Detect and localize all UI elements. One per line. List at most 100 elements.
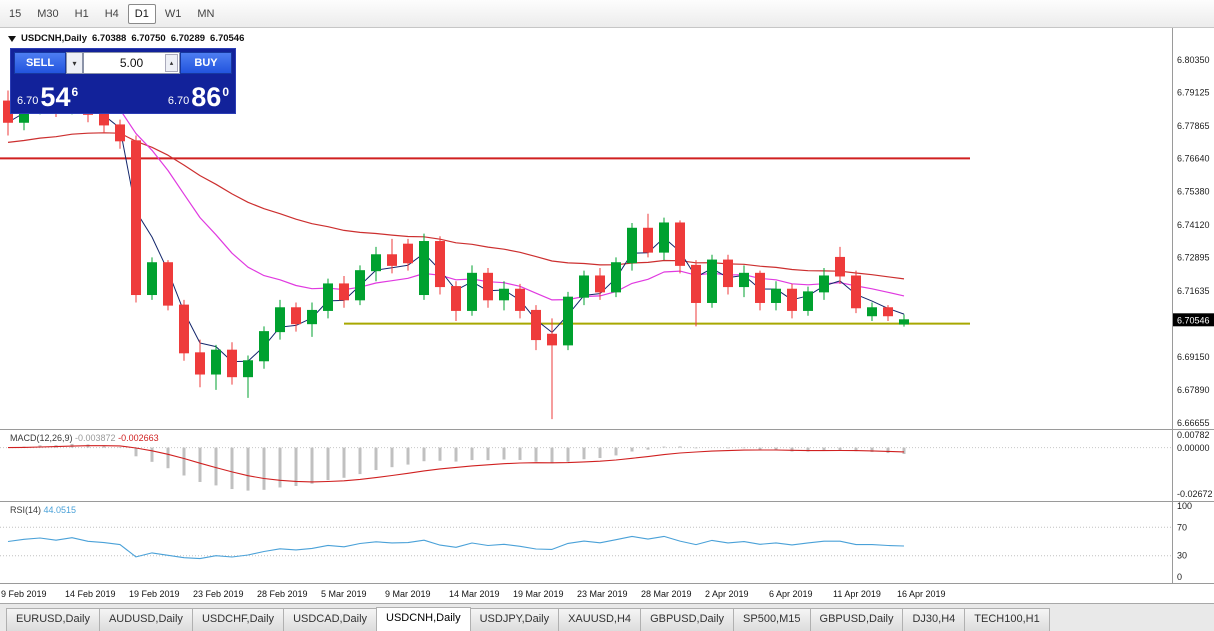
price-tick-label: 6.72895 [1177, 253, 1210, 263]
date-label: 23 Feb 2019 [193, 589, 244, 599]
chart-tab-audusd-daily[interactable]: AUDUSD,Daily [98, 608, 193, 631]
candle [867, 307, 877, 317]
candle [227, 349, 237, 378]
candle [451, 286, 461, 311]
date-label: 2 Apr 2019 [705, 589, 749, 599]
sell-price-display[interactable]: 6.70 54 6 [14, 77, 81, 112]
chart-tab-xauusd-h4[interactable]: XAUUSD,H4 [558, 608, 642, 631]
buy-price-display[interactable]: 6.70 86 0 [165, 77, 232, 111]
candlesticks [3, 79, 909, 420]
rsi-indicator: 100 70 30 0 RSI(14) 44.0515 [0, 501, 1192, 582]
macd-scale-zero: 0.00000 [1177, 443, 1210, 453]
timeframe-button-w1[interactable]: W1 [164, 7, 182, 20]
timeframe-button-h4[interactable]: H4 [104, 7, 119, 20]
timeframe-button-15[interactable]: 15 [9, 7, 22, 20]
candle [659, 222, 669, 253]
price-tick-label: 6.69150 [1177, 352, 1210, 362]
date-label: 28 Mar 2019 [641, 589, 692, 599]
candle [739, 272, 749, 288]
chart-background [0, 28, 1214, 603]
ohlc-close: 6.70546 [210, 33, 245, 44]
chevron-up-icon: ▴ [169, 60, 174, 67]
ohlc-open: 6.70388 [92, 33, 127, 44]
candle [707, 259, 717, 303]
candle [403, 243, 413, 264]
date-label: 9 Mar 2019 [385, 589, 431, 599]
sell-price-big: 54 [40, 82, 71, 112]
chart-tab-gbpusd-daily[interactable]: GBPUSD,Daily [809, 608, 904, 631]
candle [355, 270, 365, 301]
panel-separators [0, 28, 1214, 584]
price-tick-label: 6.76640 [1177, 153, 1210, 163]
volume-dropdown-button[interactable]: ▾ [66, 52, 83, 74]
sell-button[interactable]: SELL [14, 52, 66, 74]
chart-tab-sp500-m15[interactable]: SP500,M15 [733, 608, 811, 631]
candle [627, 227, 637, 264]
candle [435, 241, 445, 288]
candle [387, 254, 397, 266]
price-tick-label: 6.80350 [1177, 55, 1210, 65]
candle [243, 360, 253, 378]
candle [339, 283, 349, 301]
date-label: 14 Mar 2019 [449, 589, 500, 599]
date-label: 9 Feb 2019 [1, 589, 47, 599]
candle [483, 272, 493, 301]
current-price-badge: 6.70546 [1173, 313, 1214, 327]
date-label: 5 Mar 2019 [321, 589, 367, 599]
chart-tab-usdcnh-daily[interactable]: USDCNH,Daily [376, 607, 471, 631]
chart-symbol-label: USDCNH,Daily [21, 33, 87, 44]
chevron-down-icon: ▾ [72, 58, 77, 68]
timeframe-button-m30[interactable]: M30 [37, 7, 59, 20]
volume-input[interactable]: 5.00 ▴ [83, 52, 180, 74]
sell-price-sup: 6 [71, 85, 79, 99]
rsi-scale-label: 70 [1177, 522, 1187, 532]
trade-prices-row: 6.70 54 6 6.70 86 0 [14, 77, 232, 112]
buy-price-base: 6.70 [167, 95, 190, 107]
horizontal-lines [0, 157, 970, 325]
trade-controls-row: SELL ▾ 5.00 ▴ BUY [14, 52, 232, 74]
date-label: 28 Feb 2019 [257, 589, 308, 599]
chart-tab-usdchf-daily[interactable]: USDCHF,Daily [191, 608, 285, 631]
candle [307, 309, 317, 325]
date-axis: 9 Feb 2019 14 Feb 2019 19 Feb 2019 23 Feb 2… [1, 589, 946, 599]
chart-canvas[interactable]: 6.80350 6.79125 6.77865 6.76640 6.75380 6.741… [0, 28, 1214, 603]
timeframe-toolbar: 15 M30 H1 H4 D1 W1 MN [0, 0, 1214, 28]
timeframe-button-d1[interactable]: D1 [127, 3, 156, 24]
candle [179, 304, 189, 354]
timeframe-button-mn[interactable]: MN [197, 7, 215, 20]
buy-button[interactable]: BUY [180, 52, 232, 74]
chart-tab-eurusd-daily[interactable]: EURUSD,Daily [6, 608, 100, 631]
ohlc-low: 6.70289 [170, 33, 206, 44]
date-label: 19 Feb 2019 [129, 589, 180, 599]
timeframe-button-h1[interactable]: H1 [74, 7, 89, 20]
date-label: 16 Apr 2019 [897, 589, 946, 599]
rsi-scale-label: 100 [1177, 501, 1192, 511]
candle [259, 331, 269, 362]
price-tick-label: 6.66655 [1177, 418, 1210, 428]
macd-indicator: 0.00782 0.00000 -0.02672 MACD(12,26,9) -0.0… [0, 430, 1213, 499]
chart-tab-dj30-h4[interactable]: DJ30,H4 [902, 608, 966, 631]
candle [163, 262, 173, 306]
rsi-scale-label: 0 [1177, 572, 1182, 582]
candle [579, 275, 589, 298]
chart-tab-usdjpy-daily[interactable]: USDJPY,Daily [469, 608, 560, 631]
candle [675, 222, 685, 266]
volume-increase-button[interactable]: ▴ [165, 54, 178, 72]
chart-tab-usdcad-daily[interactable]: USDCAD,Daily [283, 608, 378, 631]
price-tick-label: 6.74120 [1177, 220, 1210, 230]
price-tick-label: 6.67890 [1177, 385, 1210, 395]
volume-value: 5.00 [119, 56, 144, 70]
one-click-collapse-icon[interactable] [8, 35, 16, 42]
chart-title-bar: USDCNH,Daily 6.70388 6.70750 6.70289 6.7… [8, 33, 244, 44]
candle [755, 272, 765, 303]
candle [547, 333, 557, 346]
candle [595, 275, 605, 293]
sell-price-base: 6.70 [17, 95, 39, 107]
candle [419, 241, 429, 296]
chart-tab-gbpusd-daily[interactable]: GBPUSD,Daily [640, 608, 735, 631]
candle [819, 275, 829, 293]
candle [131, 140, 141, 296]
date-label: 14 Feb 2019 [65, 589, 116, 599]
price-tick-label: 6.77865 [1177, 121, 1210, 131]
chart-tab-tech100-h1[interactable]: TECH100,H1 [964, 608, 1050, 631]
